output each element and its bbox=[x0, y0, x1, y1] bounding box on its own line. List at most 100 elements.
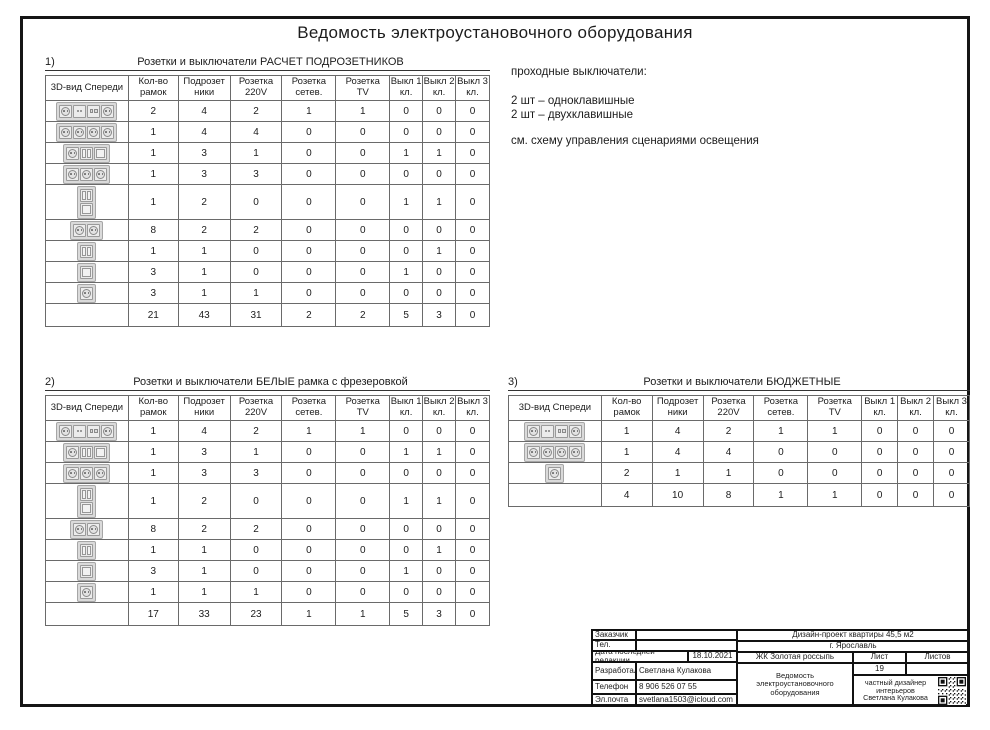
device-preview-cell bbox=[508, 420, 602, 442]
value-cell: 0 bbox=[335, 518, 391, 540]
tv-socket-icon bbox=[555, 424, 569, 438]
value-cell: 2 bbox=[177, 219, 231, 241]
value-cell: 0 bbox=[861, 420, 899, 442]
equipment-table: 3D-вид Спереди Кол-во рамок Подрозет ники Р… bbox=[45, 395, 490, 626]
total-cell: 4 bbox=[600, 483, 653, 507]
totals-empty-cell bbox=[508, 483, 602, 507]
socket-group-icon bbox=[524, 421, 586, 441]
value-cell: 0 bbox=[455, 121, 490, 143]
title-block-left: Заказчик Тел. Дата последней редакции 18… bbox=[593, 631, 738, 705]
socket-group-icon bbox=[77, 540, 97, 560]
value-cell: 4 bbox=[177, 420, 231, 442]
value-cell: 0 bbox=[897, 462, 935, 484]
value-cell: 0 bbox=[455, 420, 490, 442]
switch-1key-icon bbox=[94, 146, 108, 160]
value-cell: 2 bbox=[177, 184, 231, 220]
equipment-table: 3D-вид Спереди Кол-во рамок Подрозет ники Р… bbox=[45, 75, 490, 327]
socket-group-icon bbox=[77, 262, 97, 282]
value-cell: 1 bbox=[389, 142, 424, 164]
total-cell: 0 bbox=[455, 602, 490, 626]
note-line: проходные выключатели: bbox=[511, 66, 647, 78]
socket-group-icon bbox=[63, 164, 111, 184]
total-cell: 2 bbox=[335, 303, 391, 327]
column-header: Розетка TV bbox=[807, 395, 863, 421]
totals-empty-cell bbox=[45, 602, 129, 626]
value-cell: 0 bbox=[455, 560, 490, 582]
socket-icon bbox=[80, 286, 94, 300]
column-header: Розетка 220V bbox=[229, 75, 283, 101]
value-cell: 1 bbox=[807, 420, 863, 442]
phone-label: Телефон bbox=[593, 681, 637, 693]
total-cell: 23 bbox=[229, 602, 283, 626]
switch-2key-icon bbox=[80, 543, 94, 557]
value-cell: 0 bbox=[455, 539, 490, 561]
equipment-table-2: 3D-вид Спереди Кол-во рамок Подрозет ники Р… bbox=[45, 395, 490, 626]
value-cell: 1 bbox=[127, 483, 179, 519]
value-cell: 0 bbox=[335, 184, 391, 220]
value-cell: 1 bbox=[229, 282, 283, 304]
socket-group-icon bbox=[77, 283, 97, 303]
value-cell: 1 bbox=[177, 581, 231, 603]
value-cell: 0 bbox=[389, 100, 424, 122]
value-cell: 0 bbox=[389, 581, 424, 603]
total-cell: 33 bbox=[177, 602, 231, 626]
column-header: Кол-во рамок bbox=[127, 75, 179, 101]
note-line: 2 шт – одноклавишные bbox=[511, 94, 635, 107]
device-preview-cell bbox=[45, 142, 129, 164]
value-cell: 0 bbox=[455, 219, 490, 241]
note-line: см. схему управления сценариями освещени… bbox=[511, 135, 759, 148]
column-header: Розетка TV bbox=[335, 75, 391, 101]
column-header: Розетка сетев. bbox=[281, 75, 337, 101]
value-cell: 0 bbox=[455, 261, 490, 283]
column-header: Выкл 2 кл. bbox=[422, 395, 457, 421]
column-header: Выкл 1 кл. bbox=[389, 395, 424, 421]
value-cell: 1 bbox=[389, 261, 424, 283]
tel-label: Тел. bbox=[593, 641, 637, 650]
value-cell: 0 bbox=[229, 240, 283, 262]
device-preview-cell bbox=[45, 184, 129, 220]
value-cell: 0 bbox=[455, 441, 490, 463]
device-preview-cell bbox=[45, 560, 129, 582]
value-cell: 0 bbox=[897, 420, 935, 442]
socket-group-icon bbox=[56, 122, 118, 142]
socket-group-icon bbox=[77, 241, 97, 261]
value-cell: 0 bbox=[229, 261, 283, 283]
date-value: 18.10.2021 bbox=[692, 652, 733, 661]
device-preview-cell bbox=[45, 420, 129, 442]
value-cell: 1 bbox=[335, 100, 391, 122]
value-cell: 1 bbox=[651, 462, 704, 484]
socket-group-icon bbox=[63, 143, 111, 163]
switch-1key-icon bbox=[80, 501, 94, 515]
sheets-label: Листов bbox=[924, 653, 951, 662]
value-cell: 1 bbox=[177, 240, 231, 262]
socket-icon bbox=[569, 424, 583, 438]
value-cell: 3 bbox=[177, 462, 231, 484]
value-cell: 0 bbox=[422, 163, 457, 185]
value-cell: 0 bbox=[389, 420, 424, 442]
column-header: 3D-вид Спереди bbox=[45, 395, 129, 421]
device-preview-cell bbox=[45, 219, 129, 241]
section-title: Розетки и выключатели РАСЧЕТ ПОДРОЗЕТНИК… bbox=[137, 56, 404, 68]
value-cell: 0 bbox=[422, 121, 457, 143]
value-cell: 3 bbox=[177, 163, 231, 185]
column-header: Выкл 1 кл. bbox=[389, 75, 424, 101]
totals-row: 17 33 23 1 1 5 3 0 bbox=[45, 602, 490, 626]
value-cell: 0 bbox=[335, 240, 391, 262]
value-cell: 0 bbox=[422, 219, 457, 241]
total-cell: 1 bbox=[335, 602, 391, 626]
socket-icon bbox=[541, 445, 555, 459]
value-cell: 0 bbox=[455, 282, 490, 304]
socket-icon bbox=[555, 445, 569, 459]
total-cell: 21 bbox=[127, 303, 179, 327]
drawing-frame bbox=[20, 16, 970, 707]
total-cell: 2 bbox=[281, 303, 337, 327]
total-cell: 10 bbox=[651, 483, 704, 507]
value-cell: 1 bbox=[281, 420, 337, 442]
switch-1key-icon bbox=[80, 202, 94, 216]
